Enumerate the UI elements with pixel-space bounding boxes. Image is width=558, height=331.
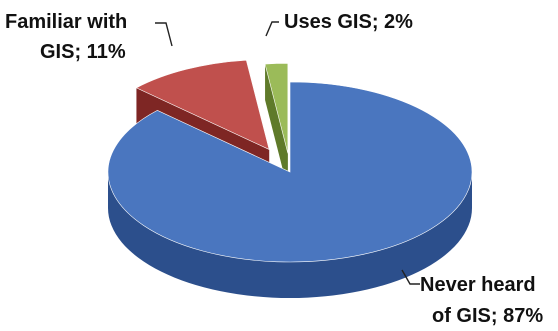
slice-label-familiar-line1: Familiar with — [5, 11, 127, 33]
leader-line-familiar — [155, 22, 173, 47]
pie-slice-top-uses — [264, 63, 289, 154]
pie-slice-wall-uses-0 — [265, 64, 288, 190]
slice-label-familiar-line2: GIS; 11% — [40, 41, 126, 63]
slice-label-never-heard-line1: Never heard — [420, 274, 536, 296]
pie-slice-top-familiar — [135, 59, 270, 150]
slice-label-never-heard-line2: of GIS; 87% — [432, 305, 543, 327]
pie-slice-rim-never-heard — [108, 172, 472, 298]
pie-slices — [107, 59, 473, 298]
leader-line-uses — [265, 21, 279, 37]
pie-slice-never-heard — [107, 81, 473, 298]
pie-slice-uses — [264, 63, 289, 190]
slice-label-uses: Uses GIS; 2% — [284, 11, 413, 33]
leader-line-never-heard — [401, 269, 420, 285]
pie-slice-top-never-heard — [107, 81, 473, 263]
